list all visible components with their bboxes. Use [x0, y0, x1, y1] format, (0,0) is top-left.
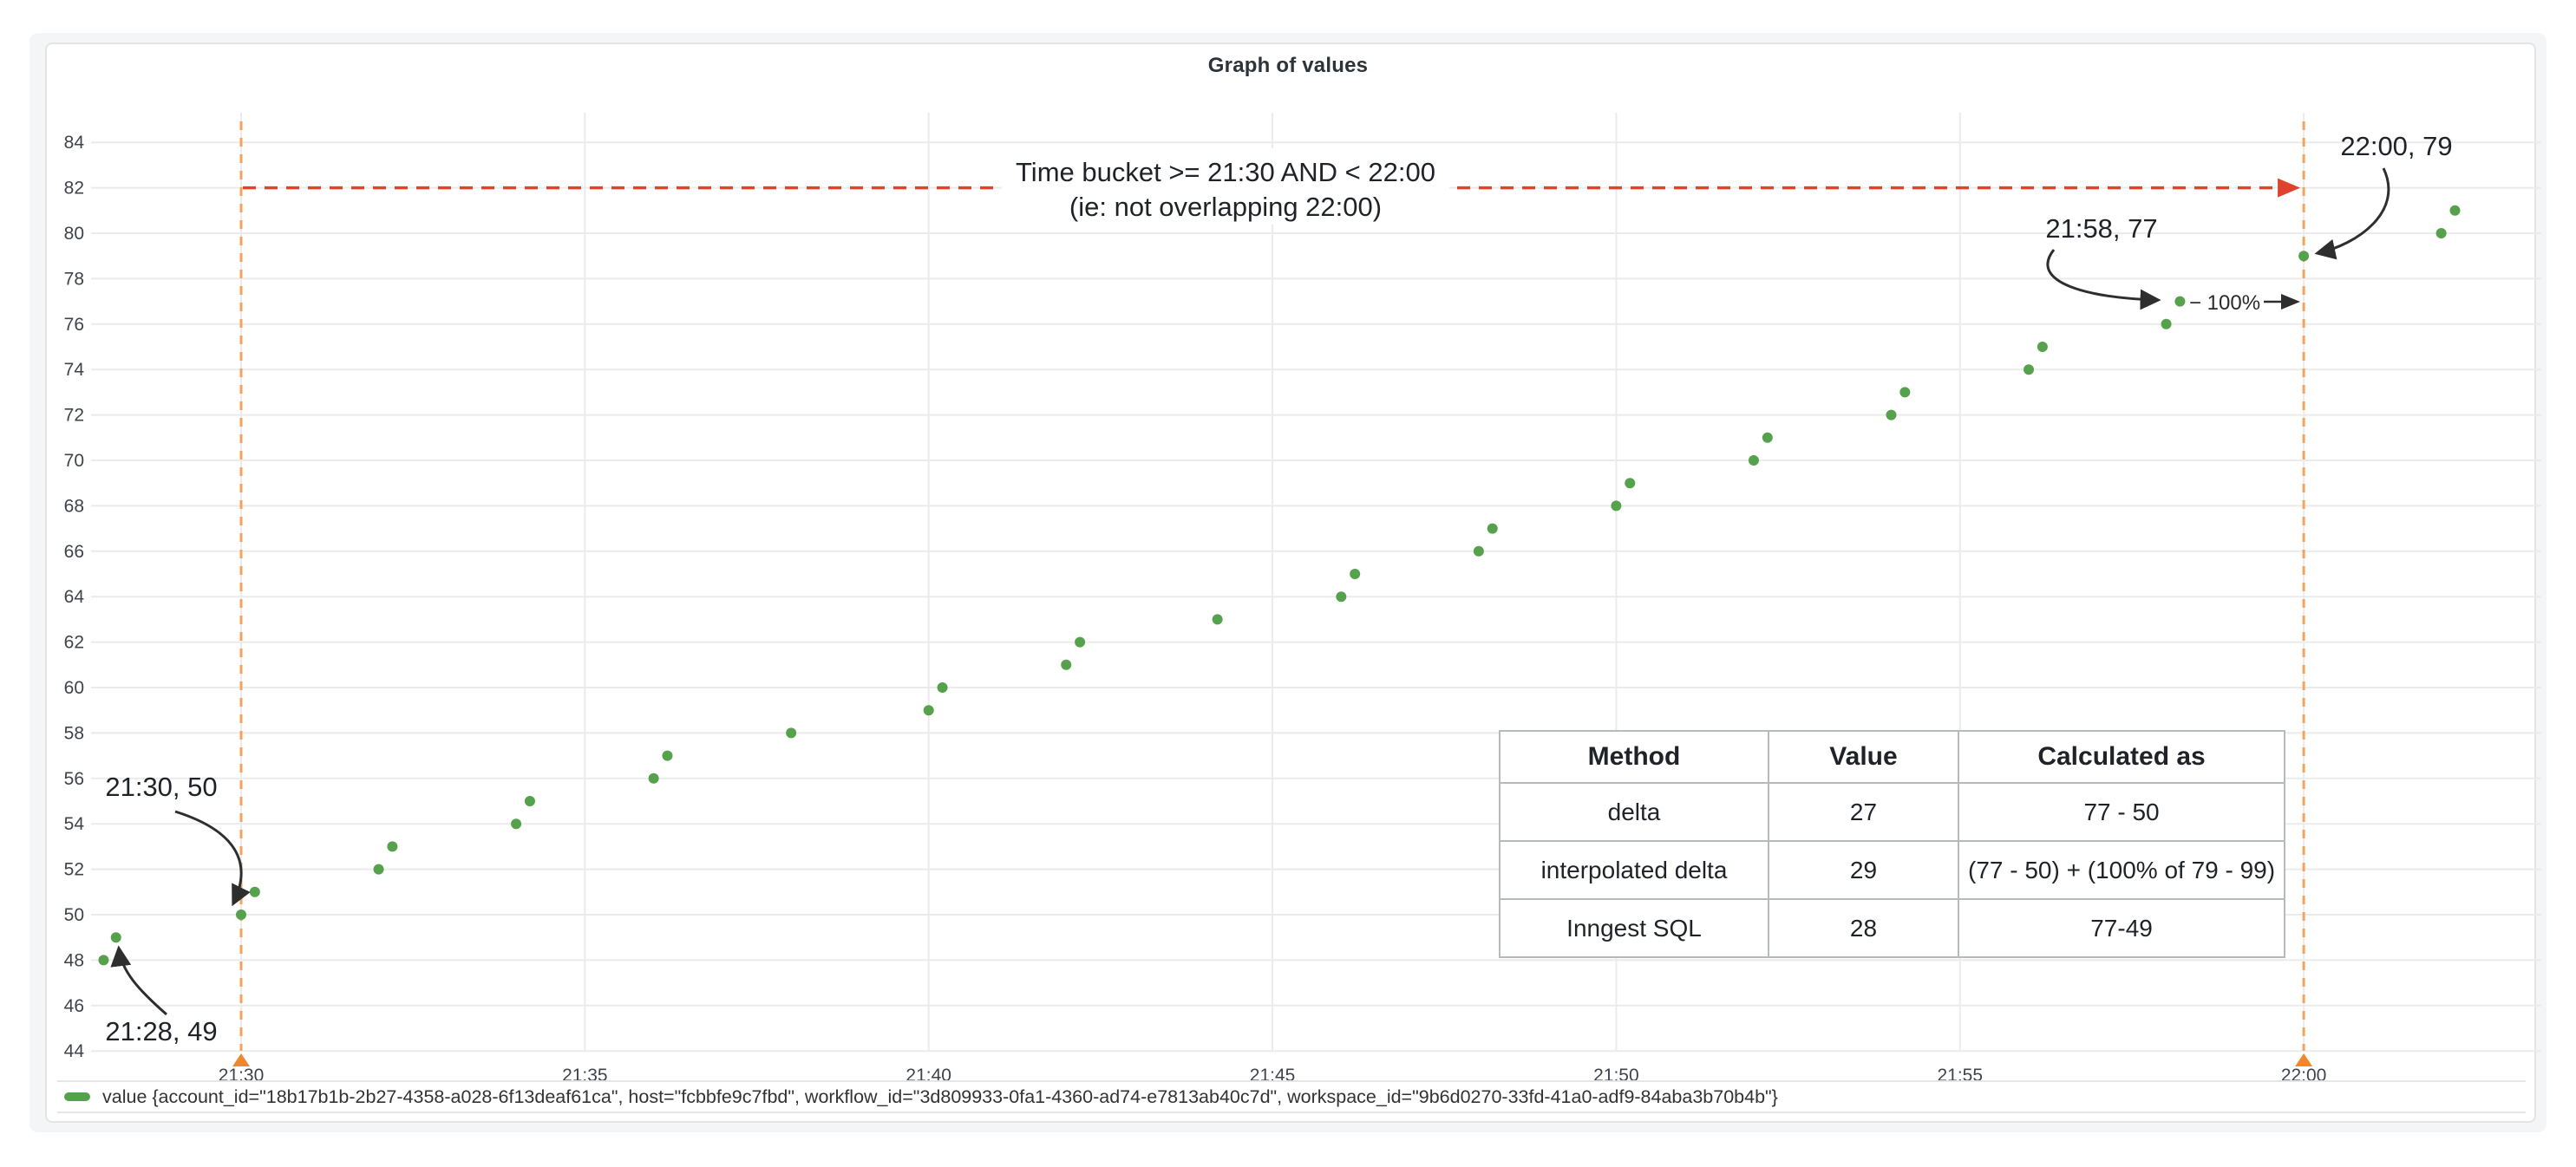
data-point — [937, 682, 948, 693]
data-point — [98, 955, 109, 966]
data-point — [662, 750, 673, 761]
y-tick-label: 44 — [64, 1041, 85, 1061]
y-tick-label: 72 — [64, 406, 84, 426]
pct-gap-arrowhead — [2281, 294, 2300, 310]
data-point — [2037, 342, 2048, 352]
data-point — [2449, 205, 2461, 216]
data-point — [786, 727, 797, 739]
data-point — [1350, 569, 1361, 579]
y-tick-label: 48 — [64, 950, 84, 970]
point-label-2200: 22:00, 79 — [2340, 131, 2452, 161]
data-point — [1075, 636, 1086, 648]
horizontal-gridlines — [91, 141, 2541, 1053]
table-header-cell: Value — [1768, 730, 1959, 784]
y-tick-label: 52 — [64, 860, 84, 880]
annotation-marker-21:30 — [232, 1053, 250, 1066]
y-tick-label: 50 — [64, 905, 84, 925]
data-point — [524, 796, 535, 806]
callout-arrow-2200 — [2314, 167, 2390, 260]
table-row: interpolated delta 29 (77 - 50) + (100% of… — [1499, 840, 2286, 900]
bucket-note-line2: (ie: not overlapping 22:00) — [1069, 192, 1382, 222]
point-label-2130: 21:30, 50 — [105, 772, 217, 802]
y-tick-label: 82 — [64, 179, 84, 199]
data-point — [1487, 523, 1498, 534]
y-tick-label: 78 — [64, 269, 84, 289]
y-tick-label: 70 — [64, 451, 84, 471]
data-point — [511, 818, 522, 830]
data-point — [2024, 364, 2035, 375]
time-bucket-range-arrow — [243, 178, 2301, 198]
data-point — [249, 886, 260, 897]
callout-arrow-2128 — [110, 945, 167, 1016]
y-axis-tick-labels: 44 46 48 50 52 54 56 58 60 62 64 66 68 70 72 74 76 78 80 82… — [64, 133, 85, 1061]
y-tick-label: 56 — [64, 769, 84, 789]
data-point — [923, 705, 934, 716]
data-point — [1625, 478, 1636, 489]
legend-series-label: value {account_id="18b17b1b-2b27-4358-a0… — [102, 1086, 1778, 1107]
data-point — [1762, 432, 1773, 443]
y-tick-label: 62 — [64, 633, 84, 653]
data-point — [1473, 545, 1484, 557]
data-point — [2161, 318, 2172, 329]
y-tick-label: 46 — [64, 996, 84, 1016]
series-swatch-icon — [64, 1092, 90, 1101]
data-point — [1061, 659, 1072, 670]
y-tick-label: 74 — [64, 360, 85, 380]
legend-item-value-series[interactable]: value {account_id="18b17b1b-2b27-4358-a0… — [57, 1080, 2526, 1113]
data-point — [1212, 614, 1223, 625]
y-tick-label: 66 — [64, 542, 84, 562]
table-cell: Inngest SQL — [1499, 898, 1769, 958]
panel-title: Graph of values — [1207, 54, 1369, 77]
bucket-note-line1: Time bucket >= 21:30 AND < 22:00 — [1016, 157, 1435, 187]
data-point — [1611, 500, 1622, 512]
data-point — [1748, 455, 1759, 466]
annotation-marker-22:00 — [2295, 1053, 2313, 1066]
data-point — [1886, 409, 1897, 421]
callout-arrow-2130 — [174, 810, 251, 907]
table-cell: delta — [1499, 782, 1769, 842]
y-tick-label: 84 — [64, 133, 85, 153]
y-tick-label: 76 — [64, 315, 84, 335]
table-cell: 77-49 — [1957, 898, 2286, 958]
y-tick-label: 54 — [64, 814, 85, 834]
table-cell: interpolated delta — [1499, 840, 1769, 900]
data-point — [2174, 296, 2186, 307]
scatter-points — [98, 205, 2461, 966]
data-point — [648, 773, 659, 784]
table-cell: 29 — [1768, 840, 1959, 900]
data-point — [387, 841, 398, 852]
point-label-2158: 21:58, 77 — [2045, 213, 2157, 244]
table-cell: 77 - 50 — [1957, 782, 2286, 842]
callout-arrow-2158 — [2046, 249, 2161, 310]
data-point — [373, 864, 384, 875]
table-row: Inngest SQL 28 77-49 — [1499, 898, 2286, 958]
table-cell: 27 — [1768, 782, 1959, 842]
table-row: delta 27 77 - 50 — [1499, 782, 2286, 842]
data-point — [2298, 251, 2310, 262]
pct-gap-label: − 100% — [2189, 291, 2260, 315]
data-point — [1899, 387, 1911, 398]
table-header-cell: Method — [1499, 730, 1769, 784]
table-cell: 28 — [1768, 898, 1959, 958]
point-label-2128: 21:28, 49 — [105, 1016, 217, 1046]
calculation-table: Method Value Calculated as delta 27 77 - 50 i… — [1499, 730, 2286, 958]
y-tick-label: 64 — [64, 587, 85, 607]
y-tick-label: 60 — [64, 678, 84, 698]
y-tick-label: 80 — [64, 224, 84, 244]
y-tick-label: 68 — [64, 496, 84, 516]
data-point — [1336, 591, 1347, 603]
data-point — [110, 932, 121, 943]
table-header-cell: Calculated as — [1957, 730, 2286, 784]
bucket-note-background — [1002, 148, 1449, 225]
y-tick-label: 58 — [64, 723, 84, 743]
table-cell: (77 - 50) + (100% of 79 - 99) — [1957, 840, 2286, 900]
data-point — [2435, 228, 2447, 238]
bucket-range-arrowhead — [2278, 178, 2301, 198]
data-point — [236, 909, 246, 920]
